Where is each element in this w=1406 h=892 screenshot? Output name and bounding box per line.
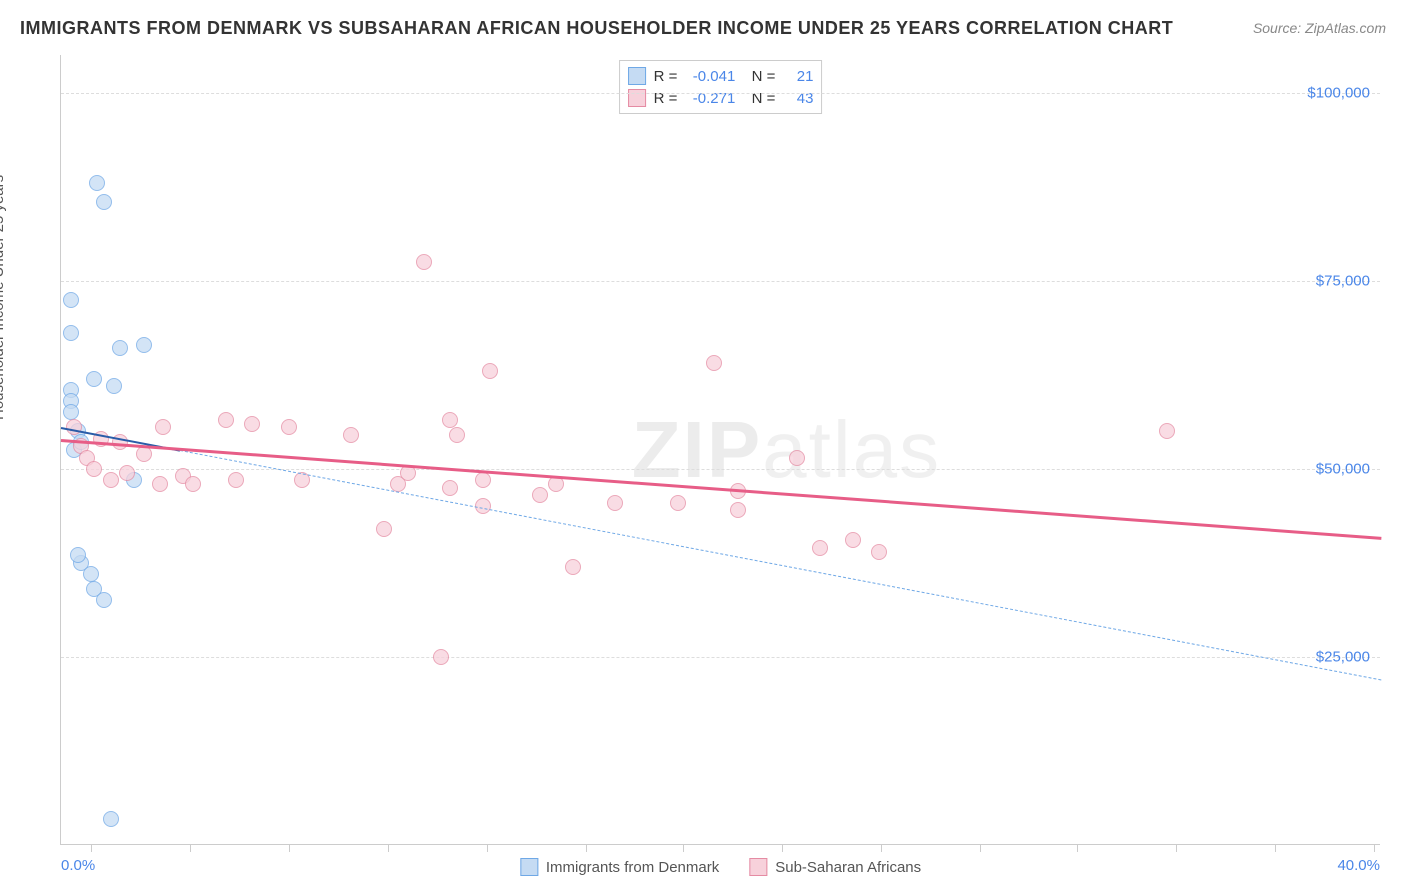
correlation-legend: R = -0.041 N = 21 R =-0.271 N =43	[619, 60, 823, 114]
data-point	[416, 254, 432, 270]
x-tick	[289, 844, 290, 852]
data-point	[244, 416, 260, 432]
legend-n-label: N =	[743, 68, 775, 85]
legend-row: R =-0.271 N =43	[628, 87, 814, 109]
x-tick	[487, 844, 488, 852]
series-legend-item: Sub-Saharan Africans	[749, 858, 921, 876]
x-tick	[586, 844, 587, 852]
legend-swatch	[628, 67, 646, 85]
data-point	[343, 427, 359, 443]
gridline	[61, 657, 1380, 658]
watermark: ZIPatlas	[632, 404, 941, 496]
gridline	[61, 281, 1380, 282]
data-point	[112, 340, 128, 356]
data-point	[376, 521, 392, 537]
trend-line	[180, 450, 1381, 680]
series-legend: Immigrants from Denmark Sub-Saharan Afric…	[520, 858, 921, 876]
data-point	[63, 292, 79, 308]
data-point	[845, 532, 861, 548]
series-legend-item: Immigrants from Denmark	[520, 858, 719, 876]
y-tick-label: $50,000	[1316, 460, 1370, 477]
x-tick	[1077, 844, 1078, 852]
data-point	[152, 476, 168, 492]
data-point	[442, 412, 458, 428]
data-point	[66, 419, 82, 435]
x-tick	[388, 844, 389, 852]
data-point	[482, 363, 498, 379]
data-point	[218, 412, 234, 428]
legend-n-value: 21	[783, 68, 813, 85]
x-tick	[980, 844, 981, 852]
x-axis-end: 40.0%	[1337, 857, 1380, 874]
data-point	[86, 371, 102, 387]
x-tick	[881, 844, 882, 852]
legend-r-value: -0.041	[685, 68, 735, 85]
x-axis-start: 0.0%	[61, 857, 95, 874]
gridline	[61, 469, 1380, 470]
data-point	[63, 325, 79, 341]
legend-swatch	[749, 858, 767, 876]
x-tick	[1176, 844, 1177, 852]
data-point	[565, 559, 581, 575]
data-point	[83, 566, 99, 582]
x-tick	[190, 844, 191, 852]
data-point	[281, 419, 297, 435]
x-tick	[1374, 844, 1375, 852]
source-label: Source: ZipAtlas.com	[1253, 20, 1386, 36]
data-point	[70, 547, 86, 563]
data-point	[433, 649, 449, 665]
y-tick-label: $75,000	[1316, 272, 1370, 289]
y-tick-label: $25,000	[1316, 648, 1370, 665]
data-point	[449, 427, 465, 443]
data-point	[871, 544, 887, 560]
data-point	[63, 404, 79, 420]
data-point	[136, 337, 152, 353]
data-point	[730, 502, 746, 518]
x-tick	[91, 844, 92, 852]
x-tick	[683, 844, 684, 852]
plot-area: ZIPatlas R =-0.041 N =21R =-0.271 N =43 …	[60, 55, 1380, 845]
legend-r-label: R =	[654, 68, 678, 85]
x-tick	[782, 844, 783, 852]
data-point	[812, 540, 828, 556]
y-tick-label: $100,000	[1307, 84, 1370, 101]
data-point	[103, 811, 119, 827]
data-point	[96, 194, 112, 210]
data-point	[119, 465, 135, 481]
data-point	[96, 592, 112, 608]
series-name: Sub-Saharan Africans	[775, 859, 921, 876]
legend-row: R = -0.041 N = 21	[628, 65, 814, 87]
trend-line	[61, 439, 1381, 539]
data-point	[136, 446, 152, 462]
data-point	[670, 495, 686, 511]
x-tick	[1275, 844, 1276, 852]
data-point	[89, 175, 105, 191]
gridline	[61, 93, 1380, 94]
data-point	[532, 487, 548, 503]
data-point	[442, 480, 458, 496]
y-axis-label: Householder Income Under 25 years	[0, 175, 7, 420]
data-point	[475, 472, 491, 488]
data-point	[228, 472, 244, 488]
legend-swatch	[520, 858, 538, 876]
data-point	[1159, 423, 1175, 439]
data-point	[607, 495, 623, 511]
data-point	[155, 419, 171, 435]
chart-title: IMMIGRANTS FROM DENMARK VS SUBSAHARAN AF…	[20, 18, 1173, 39]
data-point	[86, 461, 102, 477]
series-name: Immigrants from Denmark	[546, 859, 719, 876]
data-point	[106, 378, 122, 394]
data-point	[185, 476, 201, 492]
data-point	[789, 450, 805, 466]
data-point	[103, 472, 119, 488]
data-point	[706, 355, 722, 371]
